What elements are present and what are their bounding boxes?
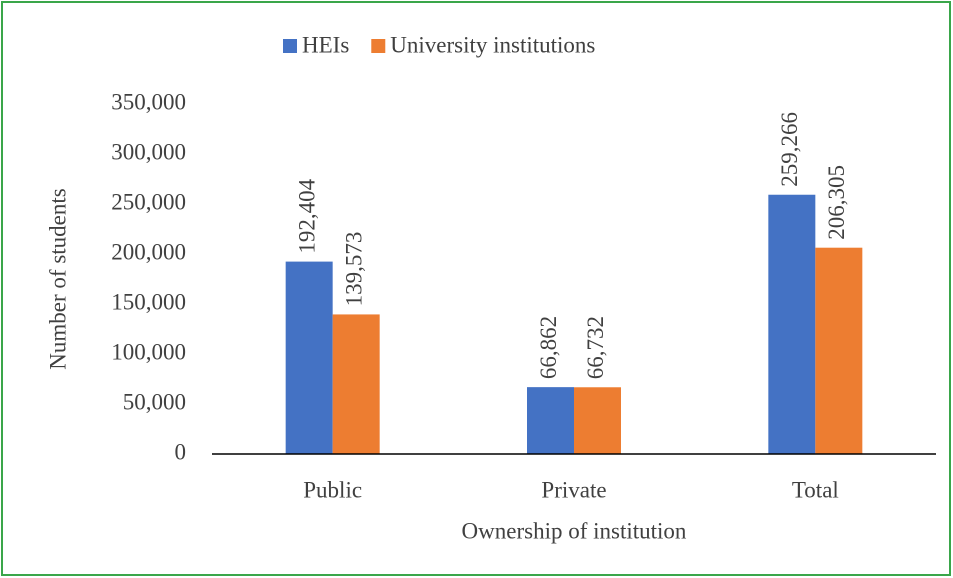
legend-label: University institutions (390, 32, 595, 57)
data-label: 206,305 (824, 165, 849, 240)
bar (285, 261, 333, 454)
bar (332, 314, 380, 454)
x-tick-label: Private (541, 477, 606, 502)
bar (574, 387, 621, 454)
bar (527, 387, 574, 454)
x-axis-label: Ownership of institution (462, 518, 687, 543)
data-label: 66,862 (536, 316, 561, 379)
y-tick-label: 200,000 (111, 239, 186, 264)
data-label: 192,404 (294, 178, 319, 253)
y-tick-label: 350,000 (111, 89, 186, 114)
data-label: 66,732 (583, 316, 608, 379)
y-tick-label: 0 (175, 439, 187, 464)
y-tick-label: 150,000 (111, 289, 186, 314)
data-label: 139,573 (341, 232, 366, 307)
y-tick-label: 300,000 (111, 139, 186, 164)
legend-swatch (283, 39, 297, 53)
data-label: 259,266 (777, 112, 802, 187)
x-tick-label: Total (792, 477, 839, 502)
bar (768, 194, 816, 454)
y-tick-label: 250,000 (111, 189, 186, 214)
legend-label: HEIs (302, 32, 349, 57)
y-axis-label: Number of students (45, 188, 70, 369)
legend-swatch (371, 39, 386, 53)
y-tick-label: 50,000 (123, 389, 186, 414)
y-tick-label: 100,000 (111, 339, 186, 364)
x-tick-label: Public (303, 477, 362, 502)
bar (815, 247, 863, 454)
